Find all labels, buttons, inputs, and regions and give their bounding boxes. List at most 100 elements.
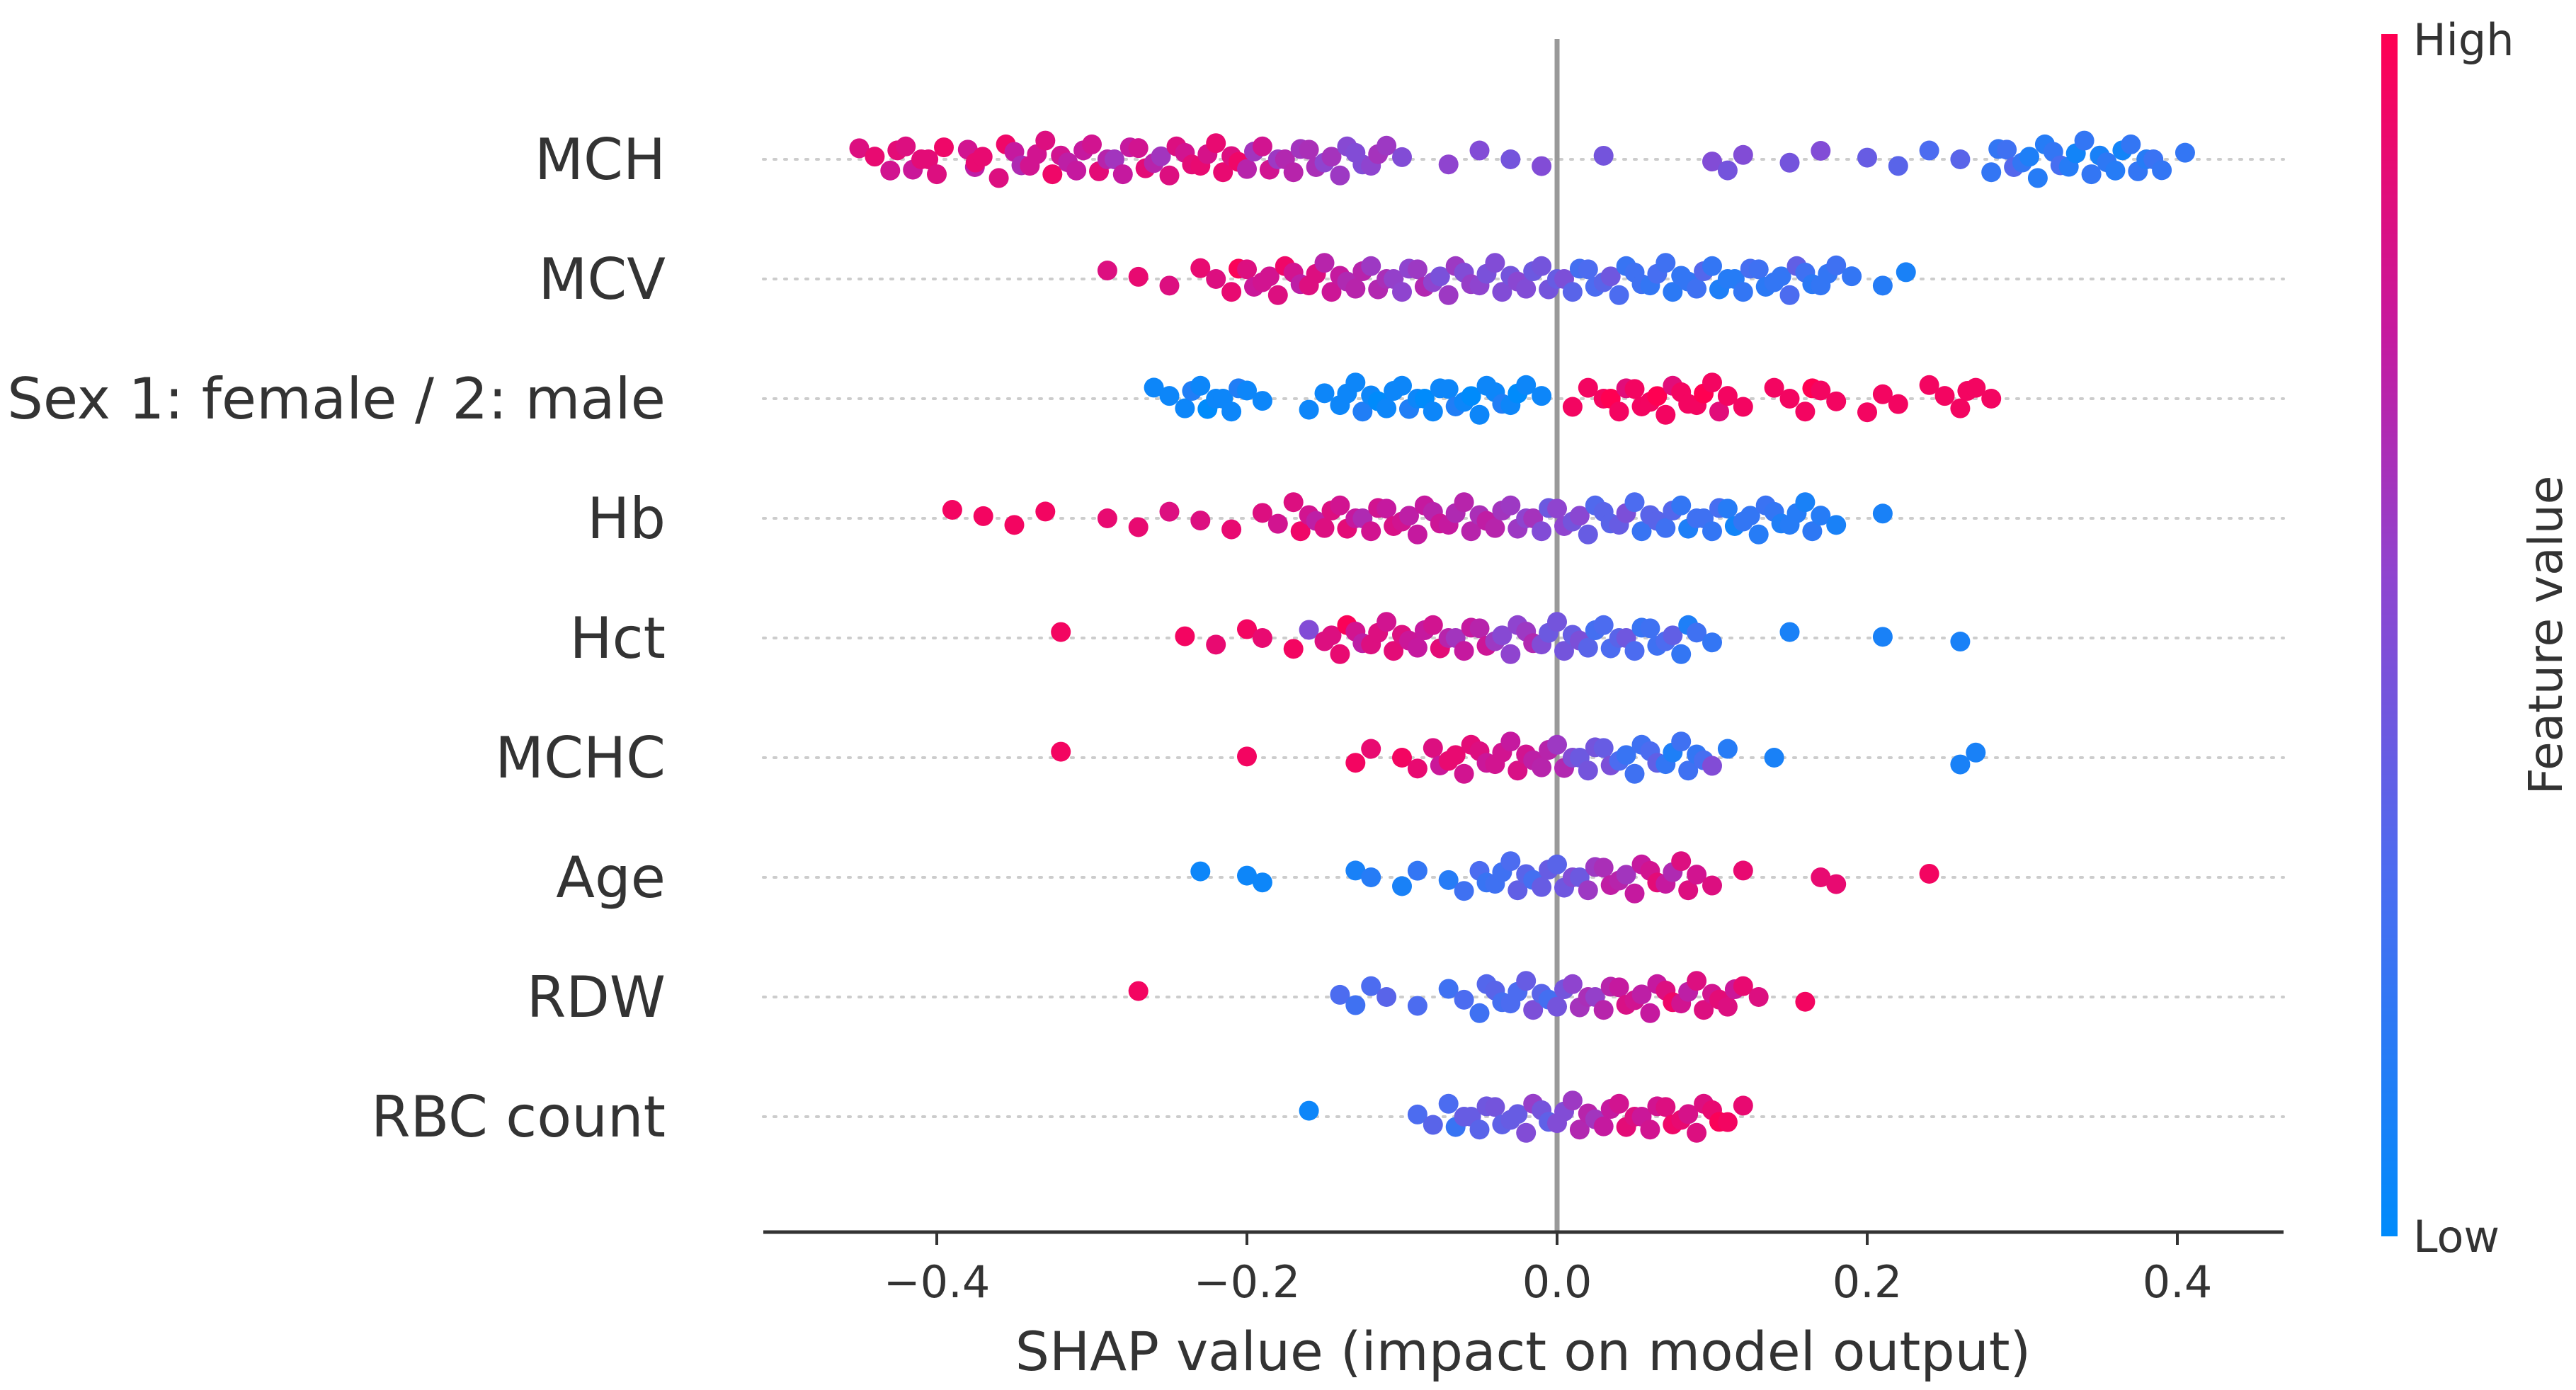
colorbar-low-label: Low [2413, 1211, 2500, 1263]
shap-point [1578, 880, 1598, 901]
shap-point [1532, 386, 1552, 406]
x-tick-label: −0.4 [884, 1256, 991, 1308]
shap-point [1532, 877, 1552, 897]
shap-point [1407, 1104, 1427, 1124]
shap-point [1321, 625, 1342, 646]
shap-point [1811, 141, 1831, 161]
shap-point [1407, 996, 1427, 1016]
shap-point [1469, 618, 1490, 639]
shap-point [1485, 253, 1505, 273]
x-axis-title: SHAP value (impact on model output) [1015, 1320, 2031, 1383]
shap-point [1663, 625, 1683, 646]
shap-point [1872, 384, 1893, 404]
shap-point [1516, 278, 1537, 299]
feature-label: Age [556, 845, 666, 911]
shap-point [1811, 506, 1831, 526]
shap-point [1678, 760, 1699, 781]
shap-point [1631, 984, 1652, 1005]
feature-label: RBC count [371, 1084, 666, 1150]
shap-point [1966, 742, 1986, 763]
shap-point [1624, 492, 1645, 513]
feature-label: Sex 1: female / 2: male [7, 366, 666, 432]
shap-point [1593, 1116, 1614, 1137]
shap-point [1330, 165, 1350, 186]
shap-point [1159, 165, 1180, 186]
shap-point [1950, 754, 1971, 775]
shap-point [1857, 147, 1877, 168]
shap-point [1252, 872, 1272, 893]
shap-point [934, 137, 954, 158]
shap-point [1702, 372, 1722, 393]
shap-point [1384, 641, 1404, 661]
shap-point [1717, 1112, 1738, 1132]
shap-point [1128, 517, 1149, 537]
shap-point [1547, 734, 1567, 755]
shap-point [1795, 991, 1816, 1012]
shap-point [1221, 282, 1242, 302]
shap-point [2081, 164, 2102, 185]
shap-point [1407, 259, 1427, 280]
shap-point [1578, 377, 1598, 398]
shap-point [1423, 738, 1443, 758]
shap-point [1175, 626, 1195, 646]
shap-point [1795, 401, 1816, 422]
shap-point [1554, 641, 1574, 661]
shap-point [1469, 140, 1490, 161]
shap-point [1051, 741, 1071, 762]
shap-point [1694, 1000, 1714, 1020]
shap-point [1624, 763, 1645, 784]
shap-point [1237, 865, 1257, 886]
shap-point [1826, 255, 1847, 275]
shap-point [1206, 269, 1226, 289]
feature-label: MCV [538, 246, 666, 312]
shap-point [1578, 637, 1598, 658]
shap-point [1532, 156, 1552, 176]
shap-point [1562, 1090, 1583, 1111]
shap-point [1748, 259, 1769, 280]
shap-point [1609, 1093, 1629, 1114]
feature-label: MCHC [495, 725, 666, 791]
feature-label: Hct [569, 605, 666, 671]
shap-point [1159, 386, 1180, 406]
shap-point [880, 160, 901, 181]
shap-point [1687, 622, 1707, 643]
shap-point [1950, 398, 1971, 418]
shap-point [1950, 632, 1971, 652]
shap-point [1593, 1000, 1614, 1020]
shap-point [1445, 745, 1466, 765]
shap-point [1655, 253, 1676, 273]
shap-point [1407, 524, 1427, 545]
shap-point [1500, 851, 1521, 872]
shap-point [973, 506, 993, 526]
shap-point [1392, 375, 1412, 396]
shap-point [1779, 152, 1800, 173]
shap-point [1578, 524, 1598, 545]
shap-point [1532, 256, 1552, 276]
shap-point [1345, 372, 1366, 393]
shap-point [1314, 518, 1335, 538]
shap-point [2175, 142, 2195, 163]
shap-point [1097, 261, 1117, 280]
shap-point [1392, 748, 1412, 768]
shap-point [1717, 996, 1738, 1017]
shap-point [1438, 285, 1459, 305]
shap-point [1454, 641, 1474, 661]
shap-point [1508, 880, 1528, 901]
shap-point [1771, 266, 1791, 287]
shap-point [1066, 160, 1087, 181]
shap-point [1547, 854, 1567, 875]
shap-point [1896, 262, 1916, 283]
shap-point [1655, 1097, 1676, 1117]
shap-point [1361, 739, 1381, 759]
shap-point [1454, 881, 1474, 901]
shap-point [2152, 160, 2172, 181]
shap-point [1330, 495, 1350, 515]
shap-point [927, 164, 947, 185]
feature-label: Hb [587, 486, 666, 552]
shap-point [1407, 860, 1427, 881]
shap-point [1469, 404, 1490, 425]
x-ticks: −0.4 −0.2 0.0 0.2 0.4 [884, 1232, 2212, 1308]
shap-point [1221, 401, 1242, 422]
shap-point [2074, 130, 2095, 151]
